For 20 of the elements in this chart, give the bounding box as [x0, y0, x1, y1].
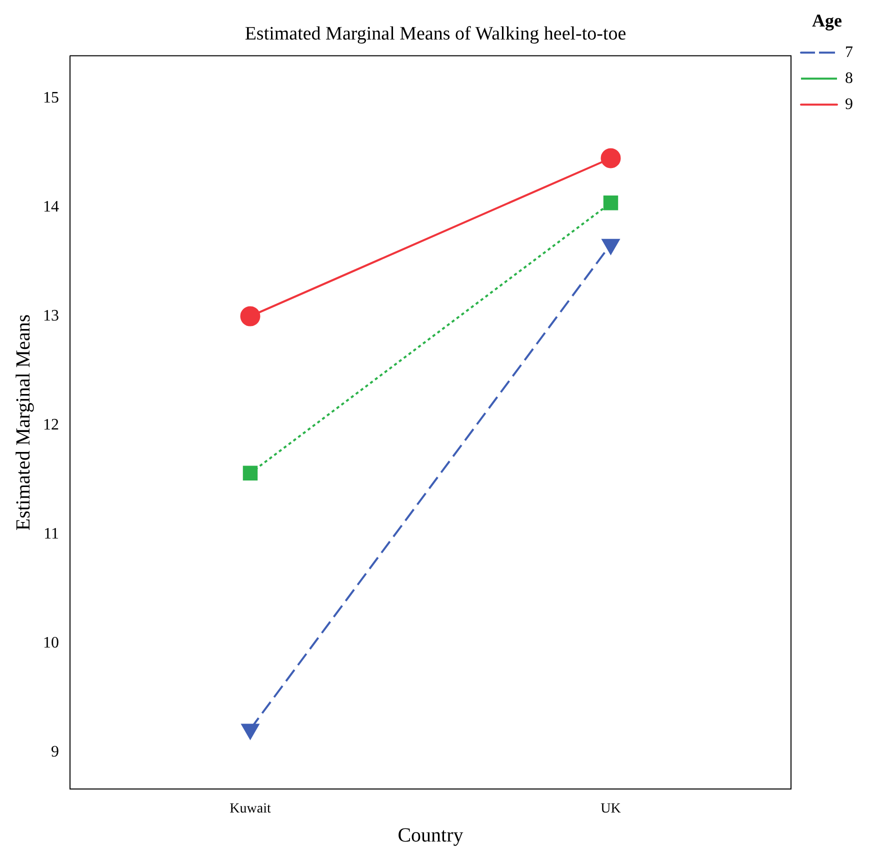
legend-label: 9	[845, 96, 853, 113]
chart-title: Estimated Marginal Means of Walking heel-to-toe	[244, 23, 626, 44]
y-tick-label: 11	[44, 525, 59, 542]
point	[603, 196, 618, 210]
point	[240, 306, 260, 326]
legend-title: Age	[812, 10, 842, 31]
x-tick-label: Kuwait	[230, 801, 271, 816]
legend-label: 8	[845, 70, 853, 87]
y-tick-label: 13	[43, 307, 59, 324]
legend-label: 7	[845, 44, 853, 61]
y-tick-label: 9	[51, 743, 59, 760]
y-tick-label: 12	[43, 416, 59, 434]
x-tick-label: UK	[600, 801, 621, 816]
y-axis-title: Estimated Marginal Means	[12, 314, 34, 531]
y-tick-label: 10	[43, 634, 59, 652]
y-tick-label: 14	[43, 198, 59, 216]
point	[600, 148, 621, 168]
y-tick-label: 15	[43, 90, 59, 107]
x-axis-title: Country	[398, 824, 464, 846]
point	[242, 466, 258, 481]
